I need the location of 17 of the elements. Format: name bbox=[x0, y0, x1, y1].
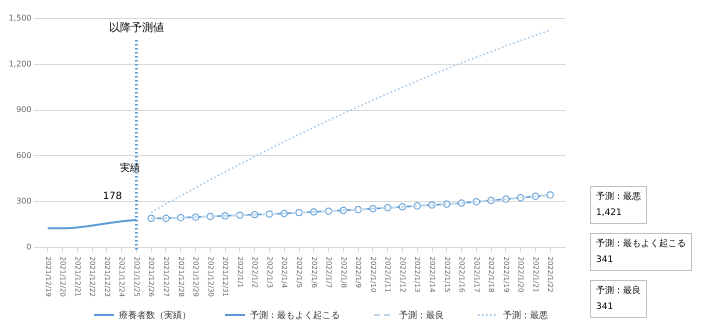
legend-label: 療養者数（実績） bbox=[119, 310, 191, 320]
callout-box: 予測：最良 341 bbox=[590, 280, 647, 318]
legend-label: 予測：最悪 bbox=[503, 310, 548, 320]
y-tick-label: 600 bbox=[16, 150, 32, 160]
y-tick-label: 1,500 bbox=[8, 14, 32, 22]
y-tick-label: 1,200 bbox=[8, 59, 32, 68]
legend-label: 予測：最良 bbox=[399, 310, 444, 320]
callout-box: 予測：最悪 1,421 bbox=[590, 186, 647, 224]
annotation: 実績 bbox=[120, 162, 140, 174]
data-label: 178 bbox=[102, 190, 122, 202]
y-tick-label: 0 bbox=[26, 242, 32, 252]
legend-label: 予測：最もよく起こる bbox=[250, 310, 340, 320]
ref-line-label: 以降予測値 bbox=[108, 21, 164, 34]
callout-box: 予測：最もよく起こる 341 bbox=[590, 233, 692, 271]
y-tick-label: 900 bbox=[16, 105, 32, 114]
y-tick-label: 300 bbox=[16, 196, 32, 206]
point bbox=[546, 191, 554, 199]
